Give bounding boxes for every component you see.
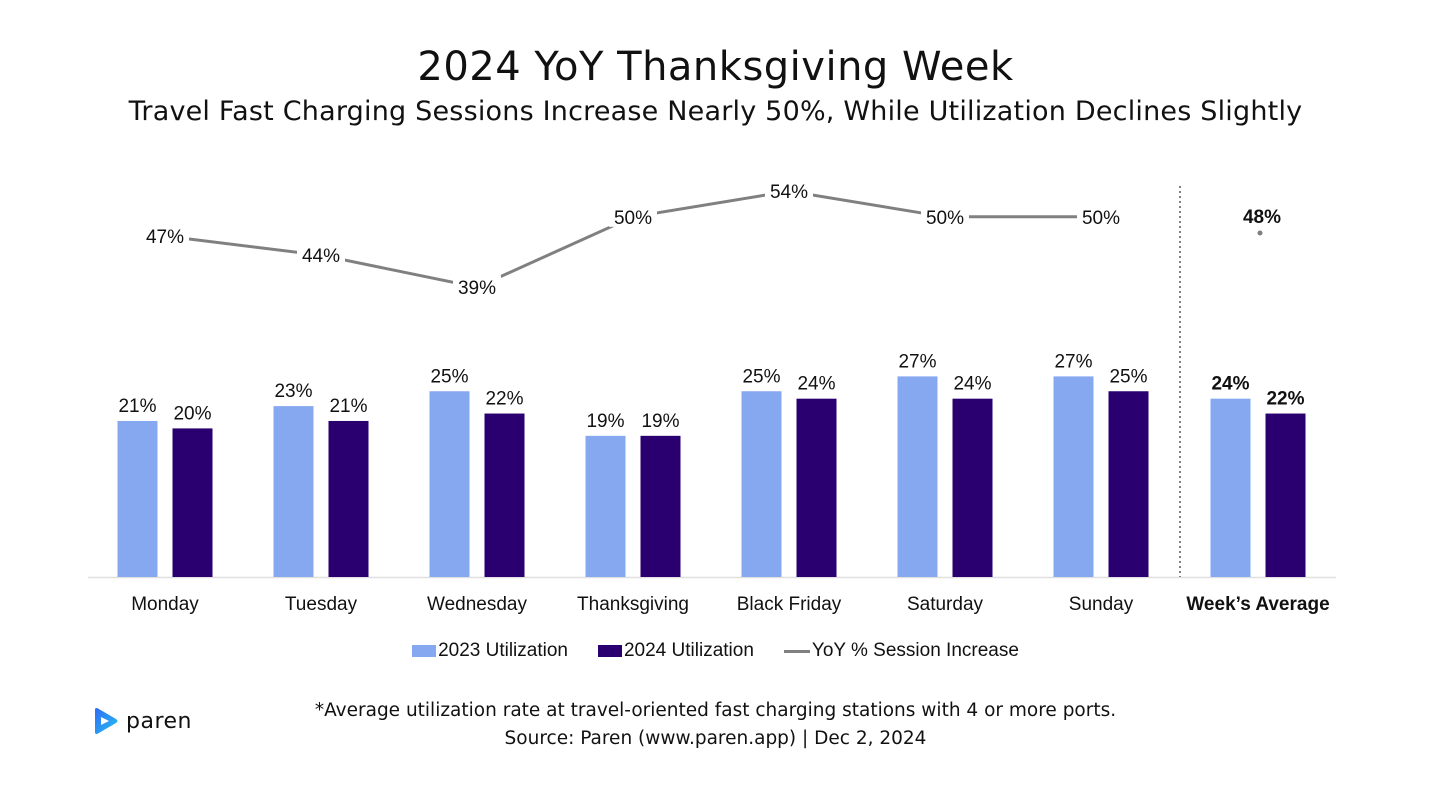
- bar-2023: [273, 406, 314, 577]
- chart-subtitle: Travel Fast Charging Sessions Increase N…: [128, 96, 1303, 127]
- legend-swatch-2024: [597, 645, 622, 657]
- yoy-label-background: [141, 224, 189, 246]
- bar-label-2024: 21%: [329, 396, 367, 417]
- bar-2024: [1265, 413, 1306, 577]
- yoy-label: 54%: [770, 182, 808, 203]
- bar-label-2023: 23%: [274, 381, 312, 402]
- category-label: Saturday: [907, 594, 984, 615]
- yoy-label: 39%: [458, 278, 496, 299]
- legend-label-2024: 2024 Utilization: [623, 640, 754, 661]
- category-label: Sunday: [1069, 594, 1134, 615]
- legend-swatch-yoy: [783, 649, 810, 653]
- bar-label-2024: 19%: [641, 411, 679, 432]
- bar-2024: [1108, 391, 1149, 577]
- bar-2024: [796, 398, 837, 577]
- bar-2023: [897, 376, 938, 577]
- yoy-label: 44%: [302, 246, 340, 267]
- paren-logo: paren: [90, 706, 192, 736]
- legend-item-2024: 2024 Utilization: [597, 640, 754, 662]
- yoy-label-background: [609, 204, 657, 227]
- bar-label-2023: 27%: [1054, 351, 1092, 372]
- bar-label-2023: 21%: [118, 396, 156, 417]
- category-label: Tuesday: [285, 594, 358, 615]
- legend-item-yoy: YoY % Session Increase: [783, 640, 1019, 662]
- bar-label-2024: 24%: [797, 374, 835, 395]
- legend: 2023 Utilization 2024 Utilization YoY % …: [0, 640, 1431, 662]
- yoy-label: 50%: [1082, 208, 1120, 229]
- legend-item-2023: 2023 Utilization: [412, 640, 568, 662]
- bar-label-2023: 27%: [898, 351, 936, 372]
- bar-label-2024: 20%: [173, 403, 211, 424]
- bar-2024: [952, 398, 993, 577]
- footnote-source: Source: Paren (www.paren.app) | Dec 2, 2…: [504, 728, 927, 749]
- category-label: Black Friday: [737, 594, 842, 615]
- bar-2023: [741, 391, 782, 577]
- legend-swatch-2023: [412, 645, 437, 657]
- bar-2024: [640, 435, 681, 577]
- bar-2024: [328, 420, 369, 577]
- yoy-label: 50%: [926, 208, 964, 229]
- yoy-label: 47%: [146, 227, 184, 248]
- category-label: Thanksgiving: [577, 594, 689, 615]
- bar-label-2024: 24%: [953, 374, 991, 395]
- category-label: Monday: [131, 594, 199, 615]
- bars-layer: [88, 186, 1336, 579]
- yoy-label-background: [1077, 204, 1125, 227]
- yoy-label: 50%: [614, 208, 652, 229]
- yoy-label-background: [765, 179, 813, 202]
- category-label: Week’s Average: [1186, 594, 1329, 615]
- bar-label-2023: 19%: [586, 411, 624, 432]
- bar-2024: [484, 413, 525, 577]
- yoy-average-point: [1257, 230, 1263, 236]
- bar-2023: [429, 391, 470, 577]
- yoy-label-background: [453, 275, 501, 298]
- bar-label-2023: 25%: [430, 366, 468, 387]
- bar-2024: [172, 428, 213, 577]
- bar-label-2023: 24%: [1211, 374, 1249, 395]
- legend-label-yoy: YoY % Session Increase: [811, 640, 1019, 661]
- category-label: Wednesday: [427, 594, 527, 615]
- bar-label-2023: 25%: [742, 366, 780, 387]
- bar-2023: [585, 435, 626, 577]
- line-layer: [141, 179, 1263, 298]
- chart-title: 2024 YoY Thanksgiving Week: [417, 44, 1014, 90]
- yoy-label-background: [297, 243, 345, 266]
- bar-label-2024: 22%: [1266, 389, 1304, 410]
- bar-2023: [1210, 398, 1251, 577]
- labels-layer: 21% 20% Monday 23% 21% Tuesday 25% 22% Wednesday…: [118, 182, 1329, 615]
- bar-2023: [1053, 376, 1094, 577]
- paren-play-logo-icon: [95, 708, 118, 734]
- bar-label-2024: 25%: [1109, 366, 1147, 387]
- bar-label-2024: 22%: [485, 389, 523, 410]
- footnote-note: *Average utilization rate at travel-orie…: [314, 700, 1117, 721]
- logo-text: paren: [126, 708, 192, 734]
- legend-label-2023: 2023 Utilization: [438, 640, 568, 661]
- footnote: *Average utilization rate at travel-orie…: [0, 697, 1431, 753]
- yoy-label: 48%: [1243, 207, 1281, 228]
- yoy-label-background: [921, 204, 969, 227]
- bar-2023: [117, 420, 158, 577]
